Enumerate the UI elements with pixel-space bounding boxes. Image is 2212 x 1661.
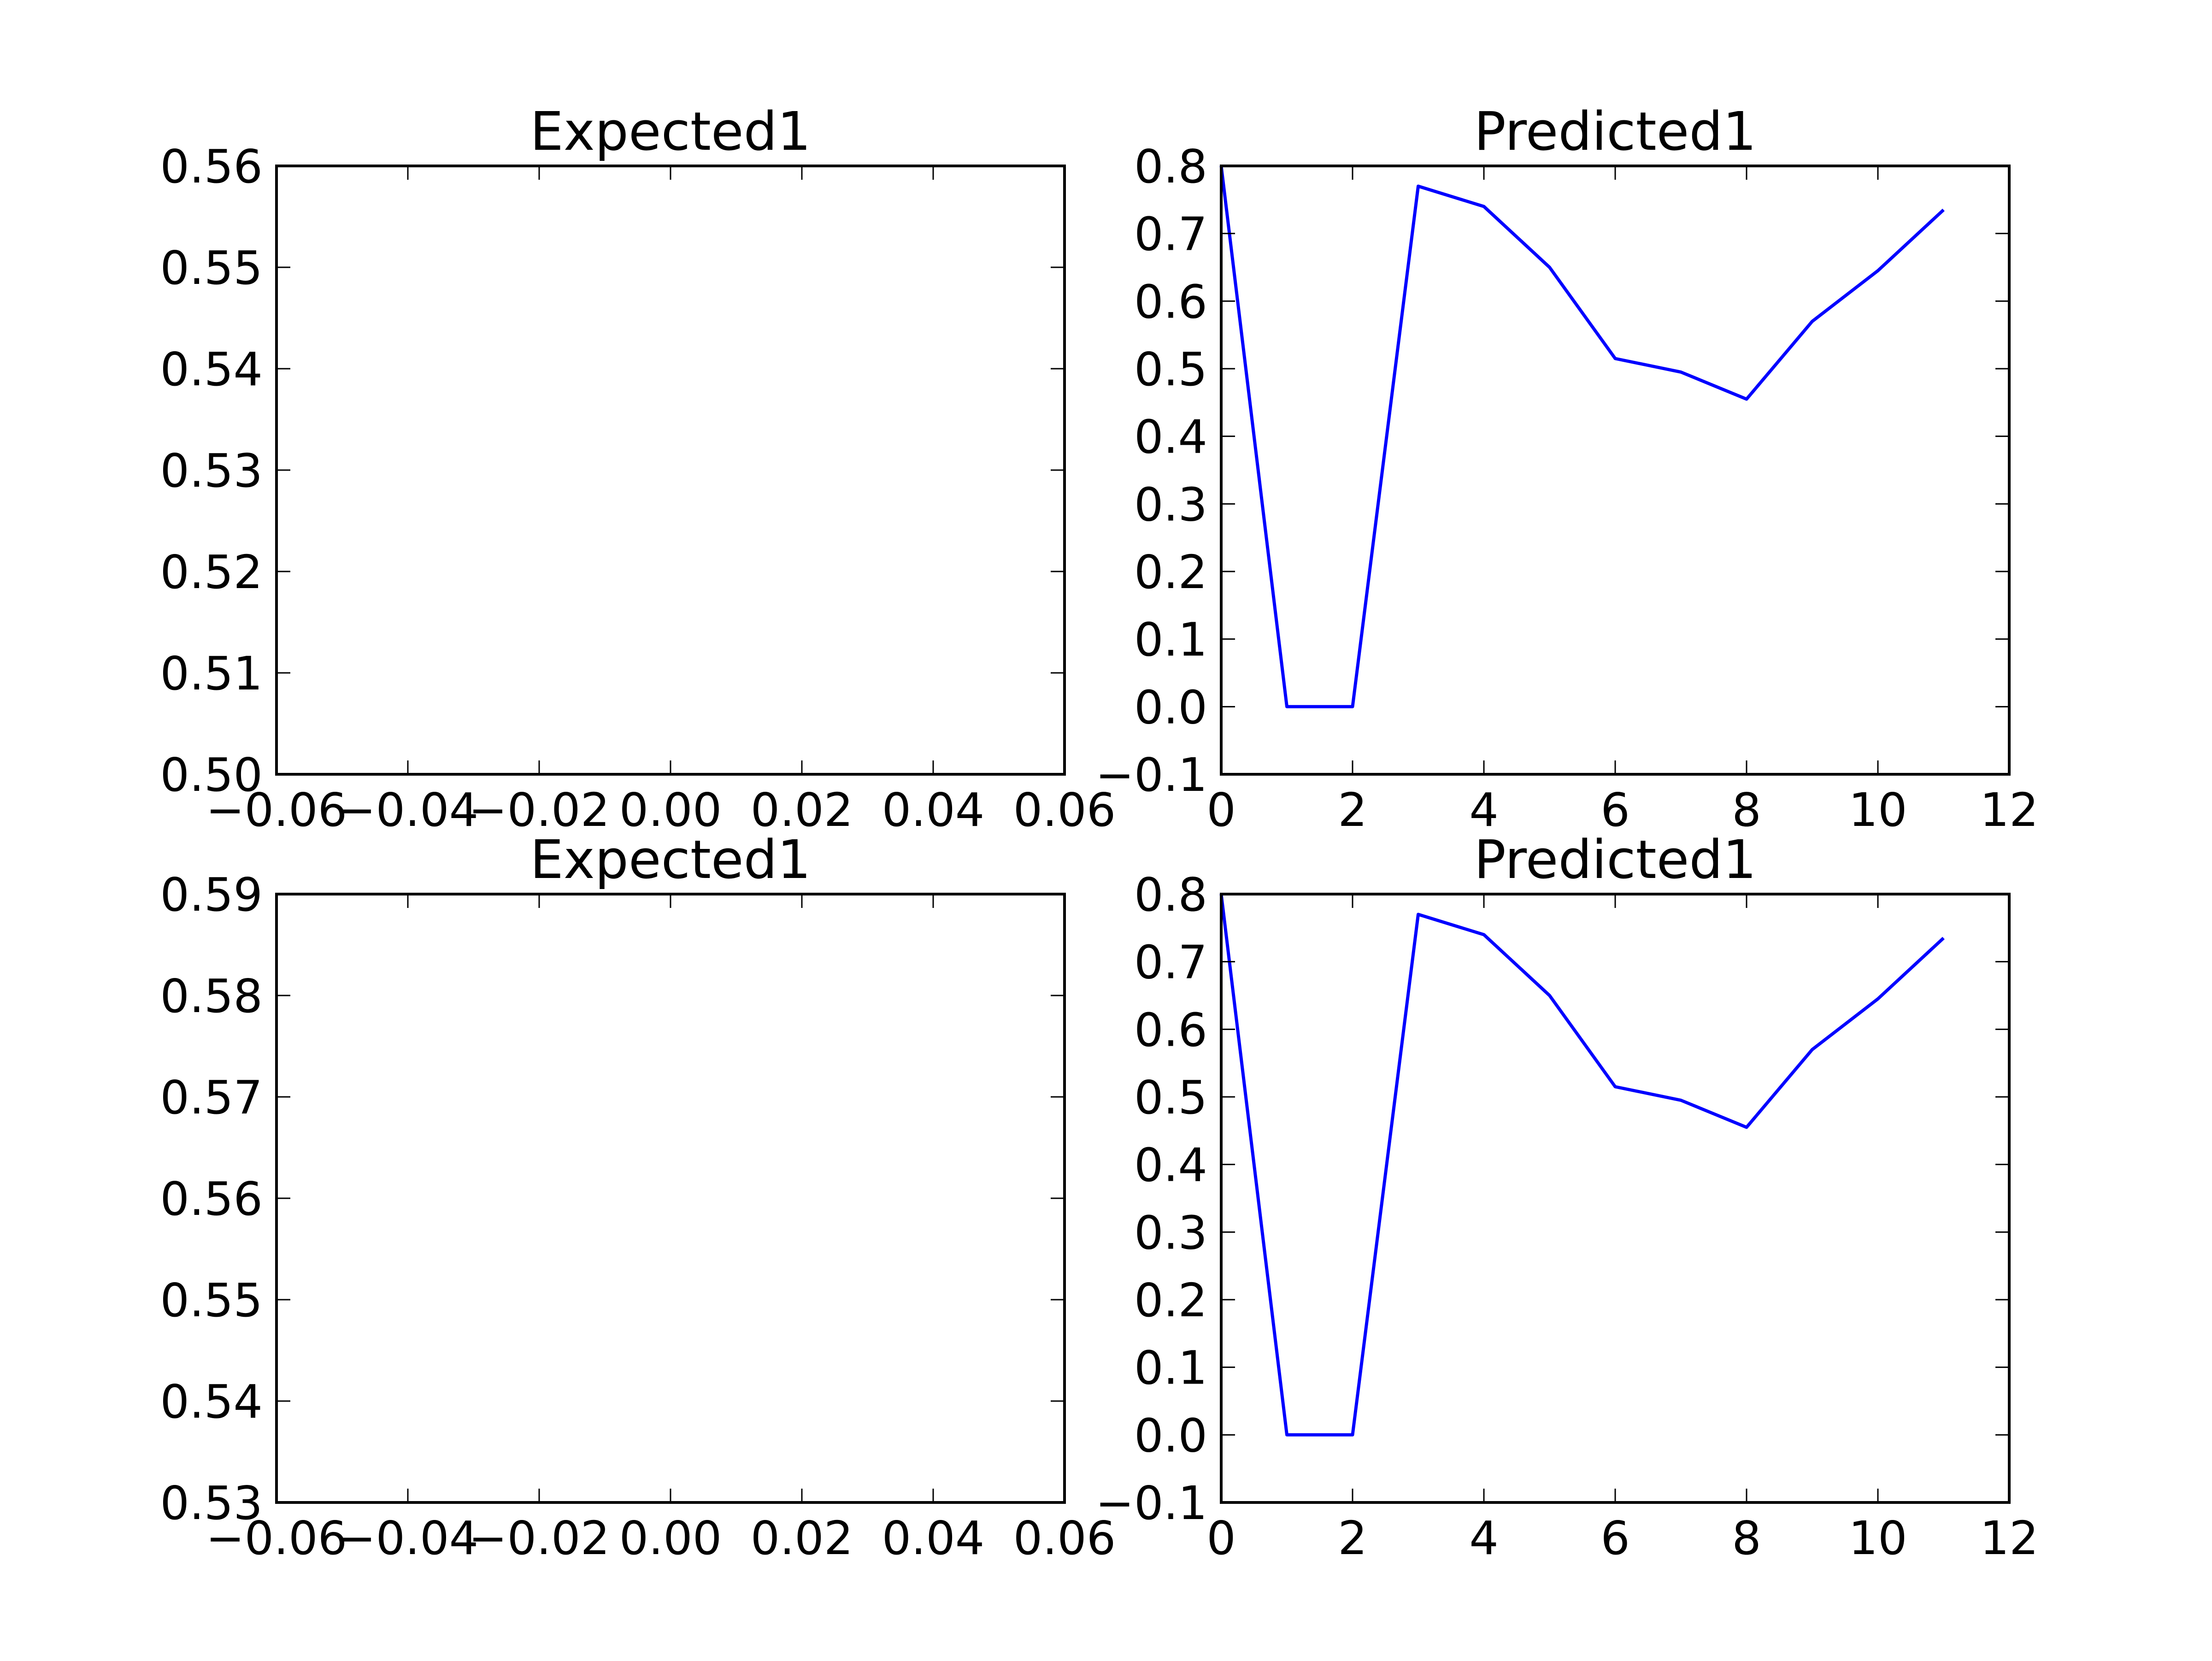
x-tick-label: 0.02 <box>751 1511 853 1565</box>
y-tick-label: 0.53 <box>160 1476 263 1530</box>
plot-area <box>1219 894 1945 1437</box>
axes-frame <box>275 165 1066 776</box>
x-tick-label: 8 <box>1732 1511 1761 1565</box>
subplot-expected1-bottom: Expected1 −0.06−0.04−0.02 0.00 0.02 0.04 0.0… <box>160 829 1116 1565</box>
x-tick-label: 8 <box>1732 783 1761 837</box>
y-tick-label: 0.55 <box>160 1273 263 1327</box>
y-tick-label: 0.57 <box>160 1071 263 1125</box>
x-tick-label: 10 <box>1848 783 1907 837</box>
y-tick-label: 0.50 <box>160 748 263 802</box>
x-tick-label: 4 <box>1469 1511 1499 1565</box>
y-tick-label: 0.4 <box>1134 1138 1207 1192</box>
x-tick-label: −0.06 <box>206 1511 347 1565</box>
y-tick-label: 0.0 <box>1134 1408 1207 1462</box>
subplot-expected1-top: Expected1 −0.06−0.04−0.02 0.00 0.02 0.04 0.0… <box>160 101 1116 837</box>
y-tick-label: 0.58 <box>160 969 263 1023</box>
y-tick-label: 0.6 <box>1134 275 1207 329</box>
y-tick-label: 0.56 <box>160 1172 263 1226</box>
y-tick-label: 0.1 <box>1134 613 1207 667</box>
y-tick-label: −0.1 <box>1095 1476 1207 1530</box>
y-tick-label: 0.52 <box>160 545 263 599</box>
subplot-title: Expected1 <box>530 829 811 891</box>
y-tick-label: 0.1 <box>1134 1341 1207 1395</box>
y-tick-label: 0.54 <box>160 342 263 396</box>
y-tick-label: 0.2 <box>1134 545 1207 599</box>
x-tick-label: 2 <box>1338 783 1367 837</box>
x-tick-label: 0.00 <box>619 783 722 837</box>
y-tick-label: 0.3 <box>1134 477 1207 531</box>
x-tick-label: 10 <box>1848 1511 1907 1565</box>
x-axis: −0.06−0.04−0.02 0.00 0.02 0.04 0.06 <box>206 166 1116 837</box>
y-tick-label: 0.54 <box>160 1375 263 1429</box>
y-tick-label: 0.7 <box>1134 936 1207 990</box>
x-tick-label: 4 <box>1469 783 1499 837</box>
series-line <box>1219 165 1945 708</box>
x-tick-label: 0.04 <box>882 1511 985 1565</box>
axes-frame <box>275 893 1066 1504</box>
x-tick-label: 6 <box>1600 783 1630 837</box>
x-axis: 0 2 4 6 8 10 12 <box>1206 894 2039 1565</box>
y-tick-label: 0.2 <box>1134 1273 1207 1327</box>
x-tick-label: 12 <box>1980 1511 2038 1565</box>
x-tick-label: −0.06 <box>206 783 347 837</box>
y-tick-label: 0.6 <box>1134 1003 1207 1057</box>
x-tick-label: 0.06 <box>1013 1511 1116 1565</box>
x-tick-label: −0.04 <box>337 783 478 837</box>
y-tick-label: 0.55 <box>160 241 263 295</box>
axes-frame <box>1220 165 2011 776</box>
y-tick-label: 0.8 <box>1134 140 1207 194</box>
axes-frame <box>1220 893 2011 1504</box>
x-tick-label: −0.02 <box>469 783 610 837</box>
x-tick-label: 0 <box>1206 783 1236 837</box>
x-axis: 0 2 4 6 8 10 12 <box>1206 166 2039 837</box>
y-tick-label: 0.51 <box>160 647 263 701</box>
y-axis: −0.1 0.0 0.1 0.2 0.3 0.4 0.5 0.6 0.7 0.8 <box>1095 140 2009 802</box>
y-tick-label: 0.5 <box>1134 1071 1207 1125</box>
subplot-title: Predicted1 <box>1474 829 1756 891</box>
x-tick-label: 0.02 <box>751 783 853 837</box>
subplot-title: Predicted1 <box>1474 101 1756 163</box>
y-tick-label: 0.4 <box>1134 410 1207 464</box>
x-tick-label: 0.04 <box>882 783 985 837</box>
subplot-predicted1-bottom: Predicted1 0 2 4 6 8 10 12 −0.1 0.0 0.1 0.2 0.3 0.4… <box>1095 829 2038 1565</box>
subplot-title: Expected1 <box>530 101 811 163</box>
x-tick-label: −0.02 <box>469 1511 610 1565</box>
y-tick-label: 0.56 <box>160 140 263 194</box>
y-axis: 0.53 0.54 0.55 0.56 0.57 0.58 0.59 <box>160 868 1065 1530</box>
y-tick-label: 0.8 <box>1134 868 1207 922</box>
x-tick-label: 0.06 <box>1013 783 1116 837</box>
series-line <box>1219 894 1945 1437</box>
y-tick-label: 0.59 <box>160 868 263 922</box>
y-tick-label: 0.53 <box>160 444 263 498</box>
y-axis: 0.50 0.51 0.52 0.53 0.54 0.55 0.56 <box>160 140 1065 802</box>
plot-area <box>1219 165 1945 708</box>
x-tick-label: 2 <box>1338 1511 1367 1565</box>
x-tick-label: 0.00 <box>619 1511 722 1565</box>
y-tick-label: −0.1 <box>1095 748 1207 802</box>
x-axis: −0.06−0.04−0.02 0.00 0.02 0.04 0.06 <box>206 894 1116 1565</box>
y-tick-label: 0.3 <box>1134 1206 1207 1260</box>
y-tick-label: 0.7 <box>1134 207 1207 261</box>
y-axis: −0.1 0.0 0.1 0.2 0.3 0.4 0.5 0.6 0.7 0.8 <box>1095 868 2009 1530</box>
x-tick-label: 0 <box>1206 1511 1236 1565</box>
x-tick-label: −0.04 <box>337 1511 478 1565</box>
y-tick-label: 0.0 <box>1134 680 1207 734</box>
x-tick-label: 12 <box>1980 783 2038 837</box>
y-tick-label: 0.5 <box>1134 342 1207 396</box>
x-tick-label: 6 <box>1600 1511 1630 1565</box>
subplot-predicted1-top: Predicted1 0 2 4 6 8 10 12 −0.1 0.0 0.1 0.2 0.3 0.4… <box>1095 101 2038 837</box>
